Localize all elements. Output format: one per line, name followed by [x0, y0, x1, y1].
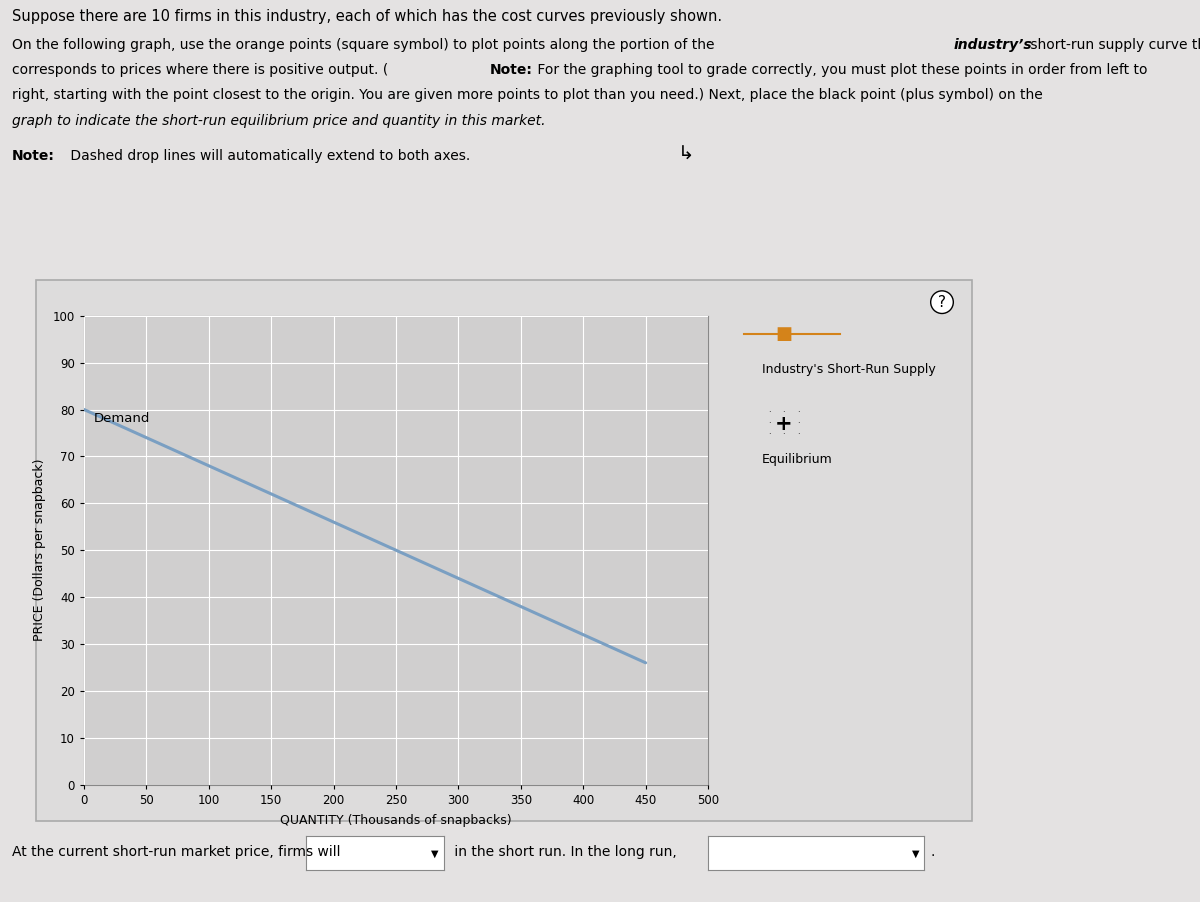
Text: ·: ·	[797, 409, 799, 418]
Text: ↳: ↳	[678, 144, 695, 163]
Text: Industry's Short-Run Supply: Industry's Short-Run Supply	[762, 363, 936, 375]
Text: ·: ·	[768, 409, 770, 418]
Text: Dashed drop lines will automatically extend to both axes.: Dashed drop lines will automatically ext…	[66, 149, 470, 163]
Text: ·: ·	[797, 419, 799, 428]
Y-axis label: PRICE (Dollars per snapback): PRICE (Dollars per snapback)	[32, 459, 46, 641]
Text: corresponds to prices where there is positive output. (: corresponds to prices where there is pos…	[12, 63, 389, 78]
Text: graph to indicate the short-run equilibrium price and quantity in this market.: graph to indicate the short-run equilibr…	[12, 114, 546, 128]
Text: Note:: Note:	[490, 63, 533, 78]
Text: industry’s: industry’s	[954, 38, 1033, 52]
Text: ?: ?	[938, 295, 946, 309]
Text: ·: ·	[782, 430, 785, 439]
Text: Suppose there are 10 firms in this industry, each of which has the cost curves p: Suppose there are 10 firms in this indus…	[12, 9, 722, 24]
Text: right, starting with the point closest to the origin. You are given more points : right, starting with the point closest t…	[12, 88, 1043, 103]
Text: ■: ■	[775, 325, 792, 343]
Text: Equilibrium: Equilibrium	[762, 453, 833, 465]
Text: On the following graph, use the orange points (square symbol) to plot points alo: On the following graph, use the orange p…	[12, 38, 719, 52]
Text: ·: ·	[797, 430, 799, 439]
Text: in the short run. In the long run,: in the short run. In the long run,	[450, 845, 677, 860]
Text: +: +	[775, 414, 792, 434]
Text: ▼: ▼	[912, 848, 919, 859]
Text: short-run supply curve that: short-run supply curve that	[1026, 38, 1200, 52]
X-axis label: QUANTITY (Thousands of snapbacks): QUANTITY (Thousands of snapbacks)	[280, 814, 512, 827]
Text: ·: ·	[768, 419, 770, 428]
Text: At the current short-run market price, firms will: At the current short-run market price, f…	[12, 845, 341, 860]
Text: For the graphing tool to grade correctly, you must plot these points in order fr: For the graphing tool to grade correctly…	[533, 63, 1147, 78]
Text: Demand: Demand	[94, 412, 150, 425]
Text: ▼: ▼	[431, 848, 438, 859]
Text: .: .	[930, 845, 935, 860]
Text: Note:: Note:	[12, 149, 55, 163]
Text: ·: ·	[782, 409, 785, 418]
Text: ·: ·	[768, 430, 770, 439]
